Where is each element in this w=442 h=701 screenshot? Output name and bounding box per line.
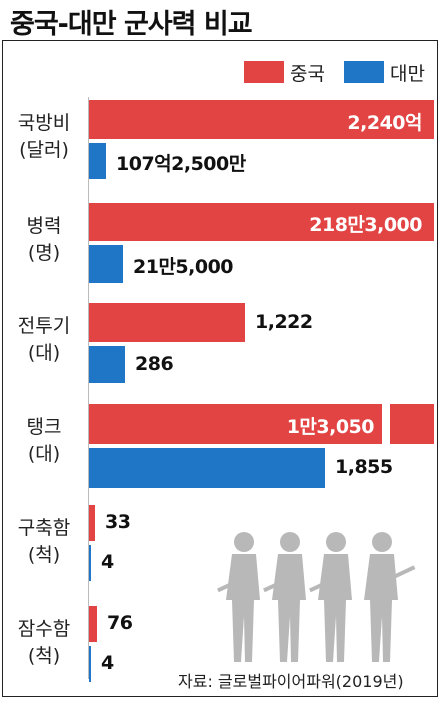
soldier-icon: [217, 532, 260, 662]
soldiers-silhouette-icon: [217, 532, 416, 662]
category-label: 구축함 (척): [0, 519, 88, 565]
chart-title: 중국-대만 군사력 비교: [10, 9, 253, 40]
bar-china: [89, 606, 97, 642]
value-label-china: 33: [105, 511, 131, 533]
category-unit: (대): [27, 443, 61, 465]
source-note: 자료: 글로벌파이어파워(2019년): [178, 672, 404, 691]
value-label-china: 2,240억: [347, 111, 422, 134]
legend-taiwan: 대만: [344, 60, 425, 85]
category-name: 구축함: [17, 517, 71, 539]
bar-china: [89, 404, 434, 444]
legend-taiwan-label: 대만: [390, 62, 425, 85]
category-name: 탱크: [26, 416, 62, 438]
category-label: 전투기 (대): [0, 317, 88, 363]
value-label-china: 218만3,000: [309, 214, 422, 236]
category-name: 전투기: [17, 315, 71, 337]
chart-frame: [2, 40, 438, 697]
category-unit: (대): [27, 342, 61, 364]
category-unit: (달러): [19, 139, 69, 161]
soldier-icon: [364, 532, 416, 662]
bar-china: [89, 303, 245, 342]
category-label: 탱크 (대): [0, 418, 88, 464]
category-name: 잠수함: [17, 618, 71, 640]
category-unit: (척): [27, 544, 61, 566]
bar-taiwan: [89, 646, 91, 682]
bar-break: [382, 403, 390, 445]
bar-china: [89, 505, 95, 541]
category-label: 국방비 (달러): [0, 114, 88, 160]
bar-taiwan: [89, 143, 106, 179]
legend-china-swatch: [244, 61, 284, 83]
value-label-china: 1만3,050: [286, 416, 375, 438]
bar-taiwan: [89, 448, 325, 488]
value-label-taiwan: 107억2,500만: [116, 153, 246, 175]
value-label-taiwan: 4: [101, 652, 114, 674]
bar-taiwan: [89, 346, 125, 383]
bar-china: [89, 100, 434, 139]
legend-china: 중국: [244, 60, 325, 85]
legend-taiwan-swatch: [344, 61, 384, 83]
bar-china: [89, 203, 434, 241]
category-name: 병력: [26, 215, 62, 237]
value-label-taiwan: 286: [135, 352, 174, 375]
category-name: 국방비: [17, 112, 71, 134]
value-label-taiwan: 21만5,000: [133, 256, 234, 278]
bar-taiwan: [89, 245, 123, 283]
value-label-china: 76: [107, 612, 133, 634]
bar-baseline: [88, 97, 89, 679]
category-unit: (척): [27, 645, 61, 667]
category-label: 병력 (명): [0, 217, 88, 263]
category-unit: (명): [27, 242, 61, 264]
value-label-china: 1,222: [255, 310, 313, 333]
soldier-icon: [263, 532, 306, 662]
soldier-icon: [309, 532, 352, 662]
value-label-taiwan: 1,855: [335, 456, 393, 478]
legend-china-label: 중국: [290, 62, 325, 85]
value-label-taiwan: 4: [101, 551, 114, 573]
category-label: 잠수함 (척): [0, 620, 88, 666]
bar-taiwan: [89, 545, 91, 581]
